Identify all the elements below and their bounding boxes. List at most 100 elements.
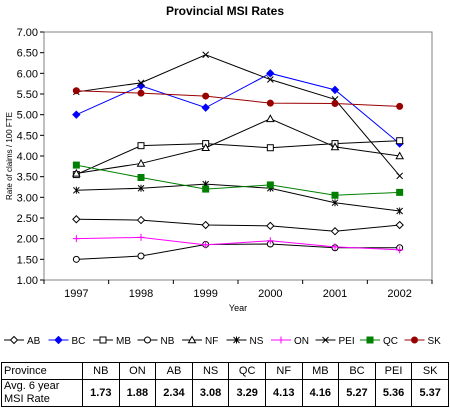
series-line-bc [76,72,400,144]
legend-marker-qc [366,336,374,344]
y-tick-label: 1.00 [17,275,38,287]
rate-row: Avg. 6 year MSI Rate 1.73 1.88 2.34 3.08 … [1,379,449,407]
x-tick-label: 1997 [64,288,88,300]
legend-label: NF [205,336,218,347]
data-point-ab [136,215,146,225]
data-point-on [137,233,145,241]
legend-label: ON [294,336,309,347]
data-point-on [331,243,339,251]
x-axis-label: Year [229,303,247,313]
legend-marker-pei [322,336,329,344]
legend-marker-ab [9,335,19,345]
y-tick-label: 3.00 [17,192,38,204]
rate-row-label-line1: Avg. 6 year [4,380,60,392]
legend-item-on: ON [271,336,309,347]
series-qc [72,161,404,199]
legend-marker-mb [99,336,107,344]
data-point-pei [202,51,210,59]
data-point-nb [72,255,80,263]
rate-cell: 2.34 [155,379,193,407]
data-point-bc [266,69,275,78]
data-point-pei [266,76,274,83]
series-ab [72,215,404,236]
data-point-qc [331,191,339,199]
data-point-nf [136,158,146,167]
province-cell: NB [82,362,120,380]
data-point-ns [137,184,145,192]
legend-marker-nf [187,335,197,344]
series-sk [72,87,404,110]
rate-cell: 1.73 [82,379,120,407]
data-point-pei [137,79,145,87]
province-row-label: Province [1,362,83,380]
data-point-mb [266,144,274,152]
legend-item-bc: BC [48,335,85,347]
legend-marker-bc [54,335,63,345]
series-line-ab [76,218,400,232]
data-point-ab [72,215,81,224]
plot-area [43,31,433,281]
province-cell: SK [411,362,449,380]
province-cell: NS [191,362,230,380]
rate-cell: 5.36 [374,379,413,407]
msi-line-chart: Provincial MSI Rates 1.00 1.50 2.00 2.50 3.0… [4,4,442,347]
x-axis: 1997 1998 1999 2000 2001 2002 [43,280,433,300]
y-tick-label: 6.50 [17,48,38,60]
rate-cell: 1.88 [118,379,157,407]
legend-label: NB [161,336,175,347]
data-point-on [396,246,404,254]
rate-cell: 5.37 [411,379,449,407]
legend-label: PEI [339,336,355,347]
rate-cell: 4.13 [264,379,303,407]
y-tick-label: 3.50 [17,172,38,184]
y-axis-label: Rate of claims / 100 FTE [5,112,14,200]
legend-label: NS [250,336,264,347]
y-tick-label: 4.00 [17,151,38,163]
chart-legend: AB BC MB NB NF NS ON PEI QC SK [4,335,442,347]
data-point-qc [266,181,274,189]
data-point-ab [330,227,340,236]
data-point-sk [266,99,274,107]
data-point-mb [396,137,404,145]
y-tick-label: 6.00 [17,68,38,80]
series-line-pei [76,54,401,177]
data-point-qc [72,161,80,169]
y-axis: 1.00 1.50 2.00 2.50 3.00 3.50 4.00 4.50 5.00 5.50… [17,27,44,287]
y-tick-label: 5.00 [17,110,38,122]
legend-label: AB [27,336,41,347]
data-point-nf [201,143,211,152]
y-tick-label: 2.00 [17,234,38,246]
series-nf [71,114,405,177]
data-point-pei [396,172,404,180]
series-line-nf [76,118,400,174]
province-cell: ON [118,362,157,380]
province-cell: PEI [374,362,413,380]
series-line-sk [76,90,400,107]
data-point-nf [330,142,340,151]
data-point-ns [72,186,80,194]
legend-marker-sk [411,336,418,344]
data-point-sk [331,100,339,108]
legend-item-ns: NS [226,336,264,347]
series-line-qc [76,164,400,196]
province-cell: AB [155,362,193,380]
data-point-nf [71,168,81,177]
legend-marker-ns [233,336,240,344]
x-tick-label: 2001 [323,288,347,300]
x-tick-label: 1998 [129,288,153,300]
legend-item-nf: NF [182,335,218,347]
legend-marker-on [277,336,285,344]
series-line-on [76,236,400,251]
data-point-nf [395,151,405,160]
y-tick-label: 5.50 [17,89,38,101]
y-tick-label: 4.50 [17,130,38,142]
legend-item-qc: QC [360,336,398,347]
data-point-ns [396,207,404,215]
data-point-on [202,241,210,249]
legend-item-sk: SK [404,336,442,347]
data-point-sk [137,89,145,97]
data-point-nb [137,252,145,260]
series-layer [71,51,405,263]
legend-label: SK [428,336,442,347]
province-row: Province NB ON AB NS QC NF MB BC PEI SK [1,362,449,380]
